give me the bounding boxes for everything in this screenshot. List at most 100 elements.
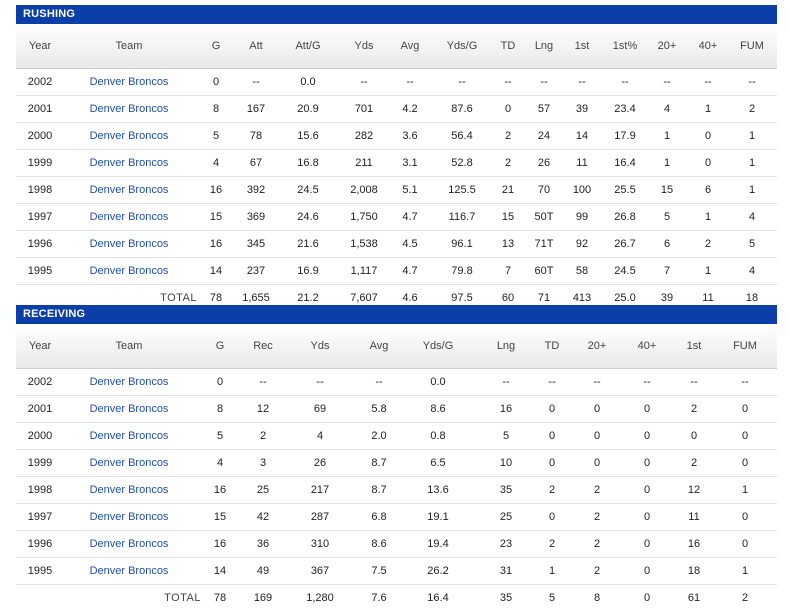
receiving-cell-1st: 0 [690,430,698,442]
rushing-cell-40plus: 1 [704,265,712,277]
rushing-cell-att: 392 [246,184,266,196]
receiving-cell-year: 2000 [27,430,53,442]
receiving-cell-yds-per-g: 26.2 [427,565,449,577]
receiving-cell-year: 1996 [27,538,53,550]
rushing-cell-lng: -- [540,76,548,88]
rushing-header-avg: Avg [400,40,420,52]
rushing-cell-40plus: 1 [704,211,712,223]
receiving-cell-avg: 7.5 [371,565,387,577]
receiving-cell-td: 0 [548,457,556,469]
team-link[interactable]: Denver Broncos [89,238,169,250]
rushing-cell-td: 7 [504,265,512,277]
receiving-cell-year: 1997 [27,511,53,523]
receiving-cell-year: 1999 [27,457,53,469]
team-link[interactable]: Denver Broncos [89,376,169,388]
rushing-cell-40plus: 1 [704,103,712,115]
receiving-cell-fum: 0 [741,511,749,523]
team-link[interactable]: Denver Broncos [89,511,169,523]
receiving-row-2001: 2001 Denver Broncos 8 12 69 5.8 8.6 16 0 0 0 2 0 [16,396,777,423]
rushing-cell-20plus: 1 [663,130,671,142]
receiving-cell-20plus: 0 [593,430,601,442]
team-link[interactable]: Denver Broncos [89,265,169,277]
rushing-cell-fum: 1 [748,157,756,169]
team-link[interactable]: Denver Broncos [89,211,169,223]
team-link[interactable]: Denver Broncos [89,565,169,577]
receiving-cell-yds-per-g: 0.8 [430,430,446,442]
team-link[interactable]: Denver Broncos [89,157,169,169]
rushing-cell-1st: 58 [575,265,589,277]
rushing-header-att-per-g: Att/G [295,40,321,52]
rushing-cell-20plus: 7 [663,265,671,277]
rushing-cell-20plus: -- [663,76,671,88]
team-link[interactable]: Denver Broncos [89,457,169,469]
rushing-cell-1st: 11 [576,157,588,169]
rushing-cell-att-per-g: 15.6 [297,130,319,142]
rushing-header-1stpct: 1st% [612,40,638,52]
receiving-row-1998: 1998 Denver Broncos 16 25 217 8.7 13.6 35 2 2 0 12 1 [16,477,777,504]
receiving-total-rec: 169 [253,592,273,604]
rushing-cell-year: 1998 [27,184,53,196]
receiving-cell-lng: 25 [499,511,513,523]
team-link[interactable]: Denver Broncos [89,103,169,115]
receiving-cell-td: 2 [548,538,556,550]
rushing-cell-1stpct: 16.4 [614,157,636,169]
team-link[interactable]: Denver Broncos [89,403,169,415]
team-link[interactable]: Denver Broncos [89,538,169,550]
rushing-section: RUSHING Year Team G Att Att/G Yds Avg Yds/G TD Ln… [16,5,777,312]
rushing-cell-lng: 70 [537,184,551,196]
receiving-cell-20plus: 2 [593,538,601,550]
team-link[interactable]: Denver Broncos [89,430,169,442]
rushing-cell-yds-per-g: 79.8 [451,265,473,277]
rushing-cell-1stpct: 24.5 [614,265,636,277]
receiving-cell-yds: 367 [310,565,330,577]
receiving-cell-40plus: 0 [643,538,651,550]
rushing-total-label: TOTAL [160,292,197,304]
team-link[interactable]: Denver Broncos [89,184,169,196]
rushing-title: RUSHING [16,5,777,24]
receiving-row-1995: 1995 Denver Broncos 14 49 367 7.5 26.2 31 1 2 0 18 1 [16,558,777,585]
receiving-cell-avg: 8.6 [371,538,387,550]
rushing-cell-avg: -- [406,76,414,88]
rushing-cell-yds-per-g: 125.5 [448,184,476,196]
rushing-cell-20plus: 6 [663,238,671,250]
rushing-cell-avg: 5.1 [402,184,418,196]
receiving-cell-yds-per-g: 0.0 [430,376,446,388]
rushing-cell-g: 8 [212,103,220,115]
rushing-cell-1st: -- [578,76,586,88]
rushing-cell-1st: 39 [575,103,589,115]
rushing-header-yds-per-g: Yds/G [446,40,478,52]
rushing-total-att-per-g: 21.2 [297,292,319,304]
receiving-cell-20plus: -- [593,376,601,388]
rushing-header-g: G [211,40,221,52]
receiving-cell-40plus: 0 [643,484,651,496]
rushing-cell-year: 1995 [27,265,53,277]
receiving-cell-1st: 12 [687,484,701,496]
team-link[interactable]: Denver Broncos [89,484,169,496]
rushing-cell-yds-per-g: 116.7 [448,211,476,223]
receiving-cell-avg: -- [375,376,383,388]
rushing-cell-g: 16 [209,184,223,196]
rushing-cell-1stpct: 23.4 [614,103,636,115]
rushing-body: 2002 Denver Broncos 0 -- 0.0 -- -- -- -- -- -- -- --… [16,69,777,311]
receiving-total-row: TOTAL 78 169 1,280 7.6 16.4 35 5 8 0 61 2 [16,585,777,611]
team-link[interactable]: Denver Broncos [89,130,169,142]
receiving-cell-yds: 310 [310,538,330,550]
team-link[interactable]: Denver Broncos [89,76,169,88]
rushing-cell-g: 5 [212,130,220,142]
rushing-cell-lng: 24 [537,130,551,142]
rushing-cell-20plus: 5 [663,211,671,223]
rushing-cell-yds-per-g: 96.1 [451,238,473,250]
receiving-cell-1st: -- [690,376,698,388]
rushing-header-40plus: 40+ [698,40,718,52]
receiving-total-1st: 61 [687,592,701,604]
receiving-cell-rec: -- [259,376,267,388]
rushing-cell-20plus: 15 [660,184,674,196]
receiving-cell-yds: 287 [310,511,330,523]
receiving-cell-g: 5 [216,430,224,442]
receiving-cell-40plus: 0 [643,511,651,523]
receiving-cell-lng: 16 [499,403,513,415]
receiving-header-fum: FUM [733,340,757,352]
rushing-cell-yds: 1,750 [350,211,378,223]
receiving-row-1996: 1996 Denver Broncos 16 36 310 8.6 19.4 23 2 2 0 16 0 [16,531,777,558]
rushing-header-year: Year [28,40,52,52]
